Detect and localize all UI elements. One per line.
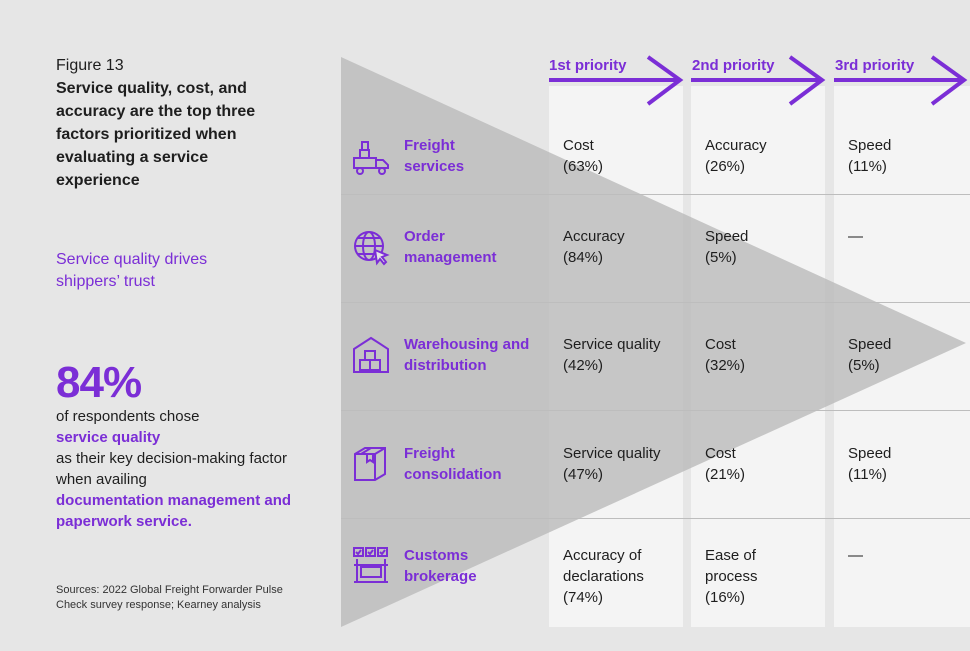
sources-note: Sources: 2022 Global Freight Forwarder P… <box>56 584 283 611</box>
stat-callout: 84% of respondents chose service quality… <box>56 360 296 532</box>
cell-customs-3rd: — <box>848 547 863 564</box>
globe-cursor-icon <box>354 231 390 266</box>
cell-warehousing-1st: Service quality (42%) <box>563 336 661 374</box>
stat-value: 84% <box>56 358 142 407</box>
column-bg-3 <box>834 86 970 627</box>
cell-freight-3rd: Speed (11%) <box>848 137 892 175</box>
customs-icon <box>353 547 388 583</box>
priority-triangle <box>341 57 966 627</box>
cell-consolidation-2nd: Cost (21%) <box>705 445 746 483</box>
cell-customs-2nd: Ease of process (16%) <box>705 547 758 606</box>
row-label-customs-brokerage: Customs brokerage <box>404 547 477 585</box>
stat-description: of respondents chose service quality as … <box>56 406 296 532</box>
cell-order-2nd: Speed (5%) <box>705 228 749 266</box>
figure-subhead: Service quality drives shippers’ trust <box>56 251 208 290</box>
row-label-freight-consolidation: Freight consolidation <box>404 445 502 483</box>
row-divider-1 <box>341 194 970 195</box>
column-header-2: 2nd priority <box>692 57 775 74</box>
cell-order-3rd: — <box>848 228 863 245</box>
row-label-order-management: Order management <box>404 228 497 266</box>
row-label-freight-services: Freight services <box>404 137 465 175</box>
figure-heading: Figure 13 Service quality, cost, and acc… <box>56 56 296 192</box>
cell-consolidation-1st: Service quality (47%) <box>563 445 661 483</box>
column-header-3: 3rd priority <box>835 57 915 74</box>
column-header-1: 1st priority <box>549 57 627 74</box>
column-bg-1 <box>549 86 683 627</box>
truck-icon <box>353 141 389 175</box>
cell-freight-1st: Cost (63%) <box>563 137 604 175</box>
stat-line-2: as their key decision-making factor when… <box>56 450 287 488</box>
column-bg-2 <box>691 86 825 627</box>
row-divider-4 <box>341 518 970 519</box>
row-label-warehousing: Warehousing and distribution <box>404 336 530 374</box>
stat-line-1: of respondents chose <box>56 408 200 425</box>
package-icon <box>354 447 386 481</box>
stat-highlight-1: service quality <box>56 429 161 446</box>
cell-consolidation-3rd: Speed (11%) <box>848 445 892 483</box>
figure-title: Service quality, cost, and accuracy are … <box>56 80 256 189</box>
arrow-3rd <box>834 55 968 106</box>
row-divider-2 <box>341 302 970 303</box>
figure-label: Figure 13 <box>56 57 124 74</box>
cell-warehousing-2nd: Cost (32%) <box>705 336 746 374</box>
warehouse-icon <box>353 336 389 373</box>
cell-customs-1st: Accuracy of declarations (74%) <box>563 547 644 606</box>
cell-warehousing-3rd: Speed (5%) <box>848 336 892 374</box>
arrow-2nd <box>691 55 826 106</box>
row-divider-3 <box>341 410 970 411</box>
cell-order-1st: Accuracy (84%) <box>563 228 625 266</box>
arrow-1st <box>549 55 684 106</box>
cell-freight-2nd: Accuracy (26%) <box>705 137 767 175</box>
stat-highlight-2: documentation management and paperwork s… <box>56 492 292 530</box>
